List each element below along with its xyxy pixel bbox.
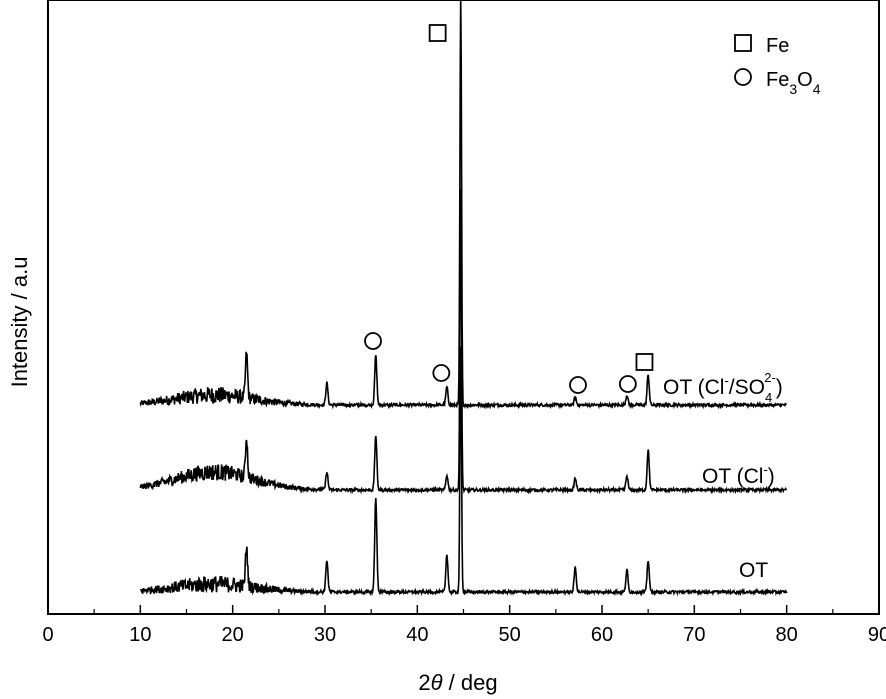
legend: Fe Fe3O4 — [734, 34, 821, 97]
fe3o4-marker-circle — [618, 375, 637, 393]
x-tick-label: 80 — [776, 624, 798, 646]
phase-marker-layer — [364, 24, 654, 394]
x-tick-label: 50 — [499, 624, 521, 646]
x-tick-label: 30 — [314, 624, 336, 646]
series-label-ot: OT — [739, 559, 768, 582]
x-tick-label: 0 — [42, 624, 53, 646]
legend-label-fe: Fe — [766, 35, 789, 57]
x-tick-label: 60 — [591, 624, 613, 646]
plot-frame — [47, 0, 880, 615]
series-line-2 — [140, 346, 788, 597]
x-tick-label: 20 — [222, 624, 244, 646]
legend-square-icon — [734, 34, 752, 52]
series-layer — [139, 0, 788, 597]
x-axis-label: 2θ / deg — [418, 670, 497, 695]
x-axis-ticks: 0 10 20 30 40 50 60 70 80 90 — [42, 605, 886, 646]
x-tick-label: 70 — [683, 624, 705, 646]
x-tick-label: 10 — [129, 624, 151, 646]
fe3o4-marker-circle — [432, 364, 451, 382]
series-line-1 — [139, 188, 788, 495]
legend-circle-icon — [734, 68, 752, 86]
y-axis-label: Intensity / a.u — [7, 257, 32, 388]
series-label-cl: OT (Cl-) — [702, 462, 775, 488]
series-line-0 — [139, 0, 787, 410]
fe-marker-square — [635, 353, 654, 371]
fe3o4-marker-circle — [569, 376, 587, 394]
x-tick-label: 40 — [406, 624, 428, 646]
x-tick-label: 90 — [868, 624, 886, 646]
series-label-cl-so4: OT (Cl-/SO42-) — [663, 370, 783, 405]
legend-label-fe3o4: Fe3O4 — [766, 69, 821, 97]
fe-marker-square — [428, 24, 447, 42]
fe3o4-marker-circle — [364, 332, 382, 350]
